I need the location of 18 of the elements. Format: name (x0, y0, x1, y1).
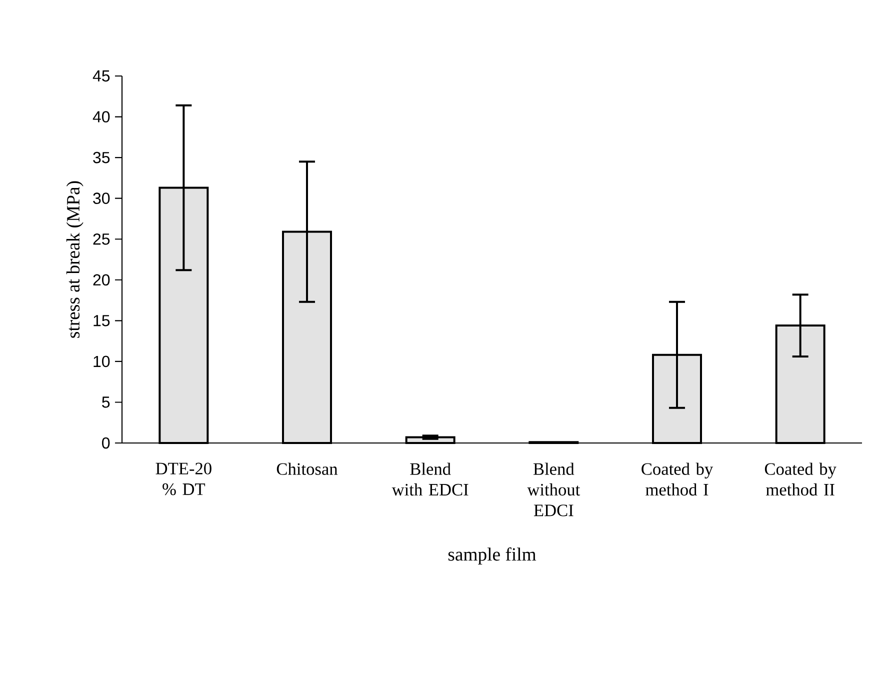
x-tick-label: Blend without EDCI (527, 462, 580, 516)
x-tick-label: Coated by method I (642, 462, 714, 496)
y-axis-title: stress at break (MPa) (66, 181, 84, 338)
y-tick-label: 30 (93, 192, 110, 204)
y-tick-label: 15 (94, 315, 110, 326)
y-tick-label: 0 (102, 437, 110, 449)
y-tick-label: 10 (94, 356, 110, 368)
y-tick-label: 35 (93, 152, 110, 164)
y-tick-label: 5 (102, 396, 110, 408)
x-tick-label: Blend with EDCI (392, 462, 468, 496)
x-axis-title: sample film (448, 547, 536, 565)
y-tick-label: 40 (92, 111, 110, 122)
y-tick-label: 25 (93, 233, 110, 245)
x-tick-label: Coated by method II (764, 462, 836, 496)
x-tick-label: DTE-20 % DT (156, 462, 212, 496)
x-tick-label: Chitosan (276, 462, 338, 475)
y-tick-label: 20 (93, 274, 110, 286)
y-tick-label: 45 (92, 70, 110, 82)
